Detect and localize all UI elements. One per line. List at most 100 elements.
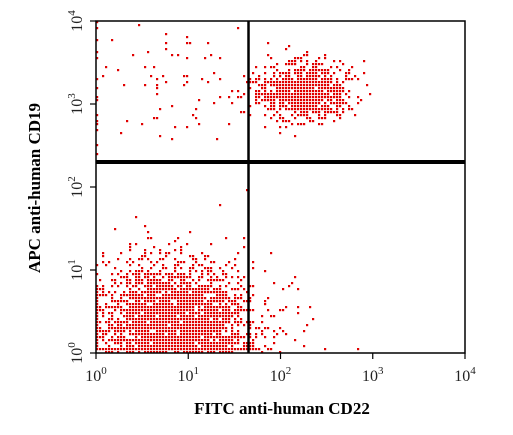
event-point xyxy=(234,258,237,261)
event-point xyxy=(168,309,171,312)
event-point xyxy=(291,84,294,87)
event-point xyxy=(186,303,189,306)
event-point xyxy=(96,27,99,30)
event-point xyxy=(177,297,180,300)
event-point xyxy=(141,324,144,327)
event-point xyxy=(207,345,210,348)
event-point xyxy=(315,105,318,108)
event-point xyxy=(180,246,183,249)
event-point xyxy=(150,288,153,291)
event-point xyxy=(162,330,165,333)
event-point xyxy=(219,57,222,60)
event-point xyxy=(108,327,111,330)
event-point xyxy=(213,291,216,294)
event-point xyxy=(186,324,189,327)
event-point xyxy=(207,321,210,324)
event-point xyxy=(264,93,267,96)
event-point xyxy=(312,90,315,93)
event-point xyxy=(96,309,99,312)
event-point xyxy=(135,321,138,324)
event-point xyxy=(243,300,246,303)
event-point xyxy=(207,285,210,288)
event-point xyxy=(270,117,273,120)
event-point xyxy=(177,291,180,294)
event-point xyxy=(333,120,336,123)
event-point xyxy=(324,96,327,99)
event-point xyxy=(147,327,150,330)
event-point xyxy=(111,273,114,276)
event-point xyxy=(309,96,312,99)
event-point xyxy=(216,276,219,279)
event-point xyxy=(126,294,129,297)
event-point xyxy=(111,339,114,342)
event-point xyxy=(222,294,225,297)
event-point xyxy=(288,96,291,99)
event-point xyxy=(96,315,99,318)
event-point xyxy=(189,255,192,258)
event-point xyxy=(162,351,165,354)
event-point xyxy=(108,351,111,354)
event-point xyxy=(252,339,255,342)
event-point xyxy=(333,90,336,93)
event-point xyxy=(228,351,231,354)
event-point xyxy=(216,327,219,330)
event-point xyxy=(321,117,324,120)
event-point xyxy=(237,288,240,291)
event-point xyxy=(165,330,168,333)
event-point xyxy=(162,264,165,267)
event-point xyxy=(285,75,288,78)
event-point xyxy=(192,303,195,306)
event-point xyxy=(243,288,246,291)
event-point xyxy=(330,99,333,102)
event-point xyxy=(135,270,138,273)
event-point xyxy=(201,345,204,348)
event-point xyxy=(306,75,309,78)
event-point xyxy=(180,306,183,309)
event-point xyxy=(303,93,306,96)
event-point xyxy=(255,327,258,330)
event-point xyxy=(204,258,207,261)
event-point xyxy=(213,300,216,303)
event-point xyxy=(225,321,228,324)
event-point xyxy=(189,273,192,276)
event-point xyxy=(192,114,195,117)
event-point xyxy=(264,327,267,330)
event-point xyxy=(123,309,126,312)
event-point xyxy=(114,348,117,351)
event-point xyxy=(297,99,300,102)
event-point xyxy=(153,303,156,306)
event-point xyxy=(294,84,297,87)
event-point xyxy=(273,336,276,339)
event-point xyxy=(318,123,321,126)
event-point xyxy=(300,105,303,108)
event-point xyxy=(204,327,207,330)
event-point xyxy=(171,333,174,336)
event-point xyxy=(297,69,300,72)
event-point xyxy=(180,318,183,321)
event-point xyxy=(117,306,120,309)
event-point xyxy=(315,60,318,63)
event-point xyxy=(141,330,144,333)
event-point xyxy=(213,330,216,333)
event-point xyxy=(324,102,327,105)
event-point xyxy=(129,246,132,249)
event-point xyxy=(192,318,195,321)
event-point xyxy=(345,75,348,78)
event-point xyxy=(105,321,108,324)
event-point xyxy=(288,69,291,72)
event-point xyxy=(234,318,237,321)
event-point xyxy=(180,249,183,252)
y-tick-label: 103 xyxy=(66,93,86,115)
event-point xyxy=(144,321,147,324)
event-point xyxy=(153,300,156,303)
event-point xyxy=(213,321,216,324)
event-point xyxy=(165,255,168,258)
event-point xyxy=(159,135,162,138)
event-point xyxy=(180,300,183,303)
event-point xyxy=(183,303,186,306)
event-point xyxy=(168,300,171,303)
event-point xyxy=(165,336,168,339)
event-point xyxy=(267,96,270,99)
event-point xyxy=(201,342,204,345)
event-point xyxy=(249,342,252,345)
